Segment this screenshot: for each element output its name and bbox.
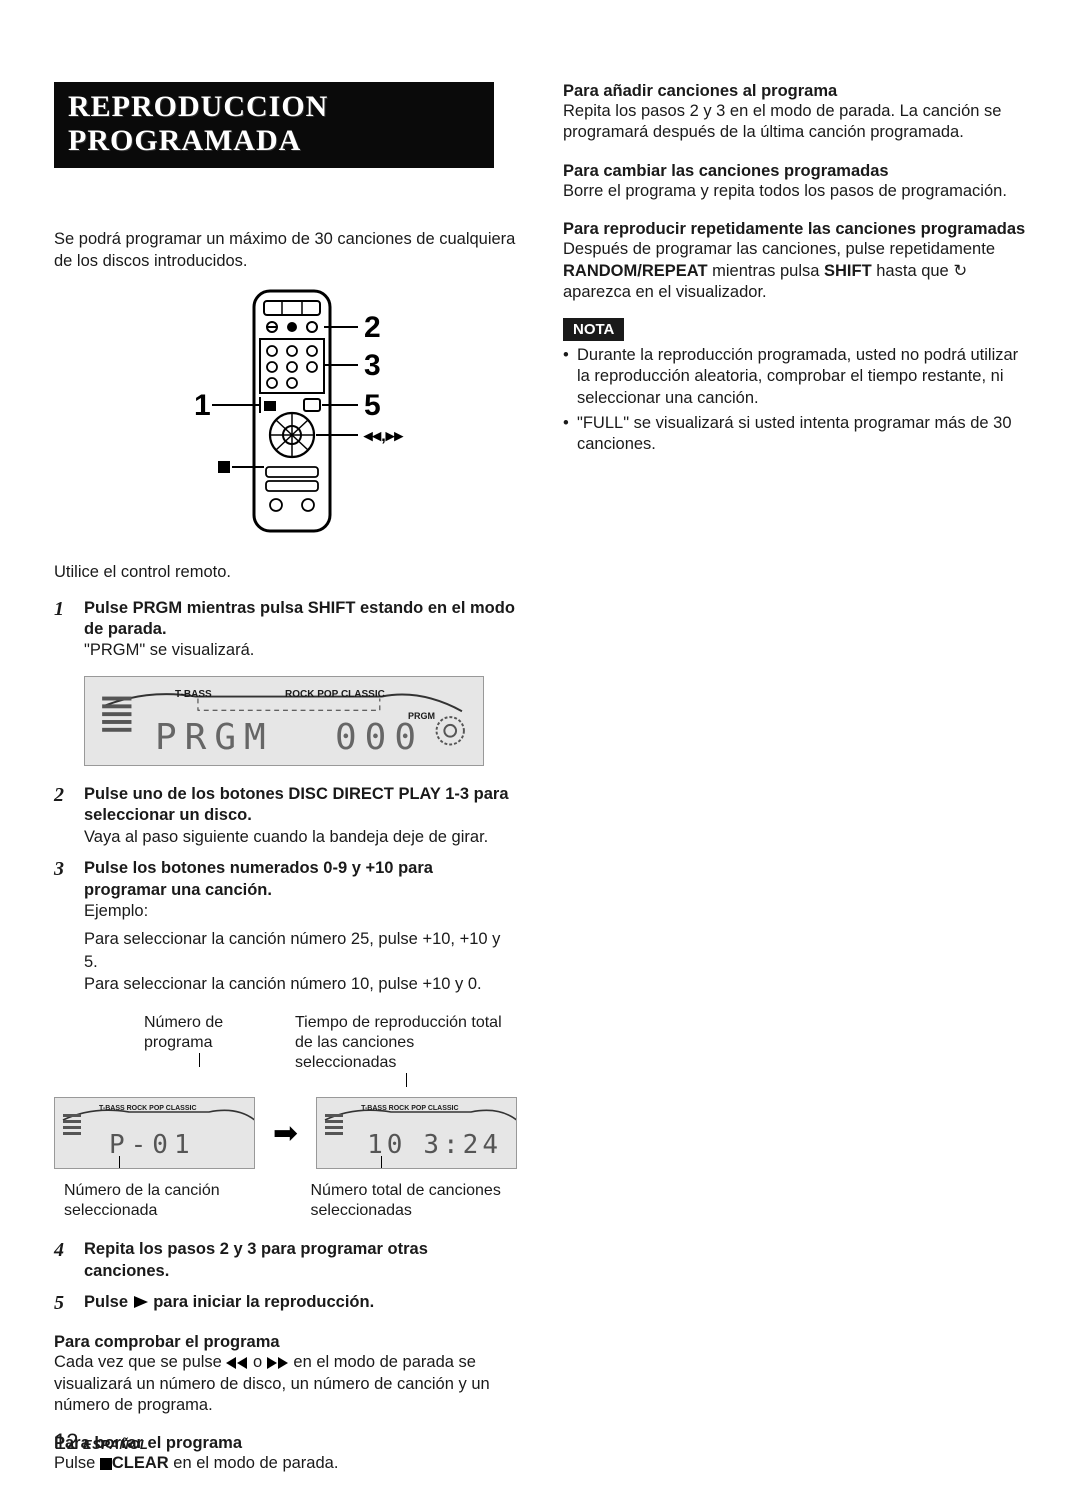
step1-title: Pulse PRGM mientras pulsa SHIFT estando …: [84, 599, 515, 638]
forward-icon: [267, 1357, 289, 1369]
slcd-r-seg1: 10: [367, 1130, 406, 1160]
step3-text: Ejemplo:: [84, 902, 148, 920]
step-number: 1: [54, 598, 74, 662]
check-heading: Para comprobar el programa: [54, 1333, 517, 1352]
stop-icon: [100, 1458, 112, 1470]
remote-diagram: 1 2 3 5 ◂◂,▸▸: [54, 285, 517, 545]
slcd-l-seg: P-01: [109, 1130, 196, 1160]
step2-text: Vaya al paso siguiente cuando la bandeja…: [84, 828, 488, 846]
intro-text: Se podrá programar un máximo de 30 canci…: [54, 228, 517, 273]
repeat-text: Después de programar las canciones, puls…: [563, 239, 1026, 303]
add-text: Repita los pasos 2 y 3 en el modo de par…: [563, 101, 1026, 144]
lcd-small-left: T-BASS ROCK POP CLASSIC P-01: [54, 1097, 255, 1169]
lcd-display-1: T-BASS ROCK POP CLASSIC PRGM PRGM 000: [84, 676, 484, 766]
repeat-heading: Para reproducir repetidamente las cancio…: [563, 220, 1026, 239]
nota-item: Durante la reproducción programada, uste…: [563, 345, 1026, 409]
step5-title-pre: Pulse: [84, 1293, 133, 1311]
remote-caption: Utilice el control remoto.: [54, 563, 517, 582]
svg-text:2: 2: [364, 311, 381, 344]
svg-text:1: 1: [194, 389, 211, 422]
step-number: 2: [54, 784, 74, 848]
step3-extra2: Para seleccionar la canción número 10, p…: [84, 973, 517, 995]
step5-title-post: para iniciar la reproducción.: [149, 1293, 375, 1311]
section-title: REPRODUCCION PROGRAMADA: [54, 82, 494, 168]
lcd1-tbass: T-BASS: [175, 689, 212, 700]
page-footer: 12 ESPAÑOL: [54, 1429, 148, 1455]
svg-text:3: 3: [364, 349, 381, 382]
svg-text:◂◂,▸▸: ◂◂,▸▸: [363, 426, 404, 445]
step3-extra1: Para seleccionar la canción número 25, p…: [84, 928, 517, 973]
step2-title: Pulse uno de los botones DISC DIRECT PLA…: [84, 785, 509, 824]
slcd-l-top: T-BASS ROCK POP CLASSIC: [99, 1105, 197, 1112]
lcd-footer-2: Número total de canciones seleccionadas: [311, 1181, 518, 1221]
play-icon: [133, 1295, 149, 1309]
add-heading: Para añadir canciones al programa: [563, 82, 1026, 101]
slcd-r-seg2: 3:24: [423, 1130, 502, 1160]
page-language: ESPAÑOL: [83, 1437, 148, 1452]
lcd1-seg-left: PRGM: [155, 717, 274, 758]
step-number: 5: [54, 1292, 74, 1315]
nota-list: Durante la reproducción programada, uste…: [563, 345, 1026, 456]
change-text: Borre el programa y repita todos los pas…: [563, 181, 1026, 202]
nota-item: "FULL" se visualizará si usted intenta p…: [563, 413, 1026, 456]
lcd-header-1: Número de programa: [144, 1014, 223, 1051]
step-number: 4: [54, 1239, 74, 1282]
lcd-small-right: T-BASS ROCK POP CLASSIC 10 3:24: [316, 1097, 517, 1169]
arrow-icon: ➡: [273, 1116, 298, 1151]
svg-text:5: 5: [364, 389, 381, 422]
slcd-r-top: T-BASS ROCK POP CLASSIC: [361, 1105, 459, 1112]
lcd-footer-1: Número de la canción seleccionada: [64, 1181, 271, 1221]
lcd-header-2: Tiempo de reproducción total de las canc…: [295, 1014, 502, 1071]
lcd1-modes: ROCK POP CLASSIC: [285, 689, 385, 700]
step-number: 3: [54, 858, 74, 922]
rewind-icon: [226, 1357, 248, 1369]
step4-title: Repita los pasos 2 y 3 para programar ot…: [84, 1240, 428, 1279]
change-heading: Para cambiar las canciones programadas: [563, 162, 1026, 181]
step1-text: "PRGM" se visualizará.: [84, 641, 254, 659]
step3-title: Pulse los botones numerados 0-9 y +10 pa…: [84, 859, 433, 898]
page-number: 12: [54, 1429, 78, 1454]
check-text: Cada vez que se pulse o en el modo de pa…: [54, 1352, 517, 1416]
clear-text: Pulse CLEAR en el modo de parada.: [54, 1453, 517, 1474]
nota-badge: NOTA: [563, 318, 624, 341]
lcd1-seg-right: 000: [335, 717, 424, 758]
